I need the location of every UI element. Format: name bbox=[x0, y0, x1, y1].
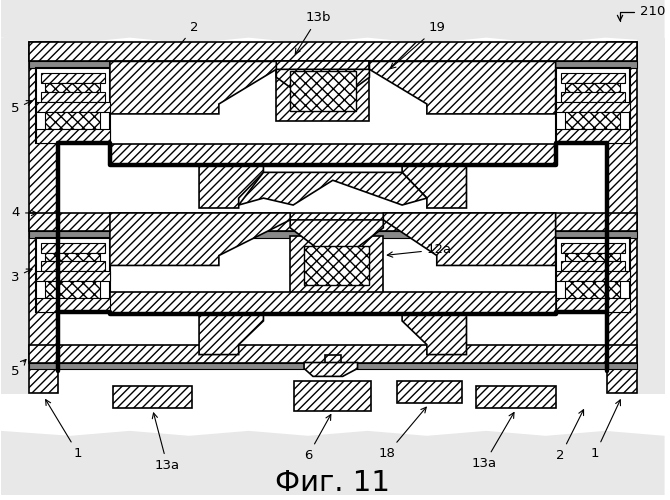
Bar bbox=[41, 74, 105, 83]
Bar bbox=[325, 354, 341, 364]
Text: 5: 5 bbox=[11, 100, 32, 116]
Bar bbox=[29, 62, 637, 68]
Polygon shape bbox=[402, 166, 466, 208]
Text: 12a: 12a bbox=[387, 243, 452, 257]
Bar bbox=[561, 262, 625, 272]
Polygon shape bbox=[199, 166, 263, 208]
Text: 4: 4 bbox=[11, 206, 37, 220]
Text: 5: 5 bbox=[11, 360, 26, 378]
Bar bbox=[304, 246, 369, 286]
Bar bbox=[36, 298, 110, 312]
Text: 19: 19 bbox=[390, 21, 445, 68]
Polygon shape bbox=[1, 99, 33, 376]
Text: 210: 210 bbox=[617, 6, 665, 20]
Bar bbox=[561, 92, 625, 102]
Bar bbox=[276, 62, 369, 121]
Polygon shape bbox=[110, 213, 290, 266]
Bar bbox=[29, 344, 637, 362]
Text: 13a: 13a bbox=[472, 412, 514, 470]
Bar bbox=[476, 386, 555, 408]
Text: 13a: 13a bbox=[152, 413, 180, 472]
Bar bbox=[44, 252, 100, 262]
Bar bbox=[36, 68, 110, 142]
Bar bbox=[44, 112, 100, 129]
Text: 1: 1 bbox=[591, 400, 620, 460]
Polygon shape bbox=[276, 70, 369, 104]
Bar bbox=[44, 282, 100, 298]
Bar bbox=[41, 92, 105, 102]
Bar bbox=[555, 68, 630, 142]
Bar bbox=[290, 236, 383, 295]
Polygon shape bbox=[304, 362, 358, 376]
Polygon shape bbox=[633, 99, 665, 376]
Polygon shape bbox=[239, 172, 427, 205]
Bar bbox=[41, 242, 105, 252]
Bar bbox=[565, 282, 620, 298]
Text: 1: 1 bbox=[46, 400, 82, 460]
Text: 2: 2 bbox=[556, 410, 584, 462]
Bar bbox=[555, 102, 630, 112]
Polygon shape bbox=[290, 220, 383, 256]
Text: 3: 3 bbox=[11, 269, 32, 284]
Bar bbox=[555, 238, 630, 312]
Bar bbox=[36, 272, 110, 281]
Bar bbox=[565, 252, 620, 262]
Bar bbox=[110, 144, 555, 166]
Bar bbox=[29, 42, 637, 62]
Polygon shape bbox=[1, 38, 29, 394]
Bar bbox=[555, 298, 630, 312]
Polygon shape bbox=[110, 62, 276, 114]
Polygon shape bbox=[402, 314, 466, 354]
Bar bbox=[607, 42, 637, 393]
Polygon shape bbox=[369, 62, 555, 114]
Bar bbox=[29, 362, 637, 370]
Bar bbox=[36, 102, 110, 112]
Bar bbox=[294, 382, 371, 411]
Bar bbox=[29, 231, 637, 237]
Bar bbox=[561, 74, 625, 83]
Polygon shape bbox=[1, 431, 665, 495]
Polygon shape bbox=[199, 314, 263, 354]
Bar bbox=[110, 292, 555, 314]
Text: 18: 18 bbox=[379, 407, 426, 460]
Text: Фиг. 11: Фиг. 11 bbox=[275, 470, 390, 498]
Bar bbox=[290, 72, 356, 111]
Polygon shape bbox=[1, 0, 665, 44]
Bar bbox=[29, 213, 637, 231]
Text: 6: 6 bbox=[304, 414, 331, 462]
Bar bbox=[36, 238, 110, 312]
Text: 2: 2 bbox=[176, 21, 198, 50]
Bar bbox=[113, 386, 192, 408]
Bar bbox=[555, 272, 630, 281]
Bar bbox=[565, 112, 620, 129]
Text: 13b: 13b bbox=[295, 12, 331, 54]
Bar bbox=[561, 242, 625, 252]
Bar bbox=[44, 83, 100, 92]
Bar bbox=[41, 262, 105, 272]
Bar bbox=[565, 83, 620, 92]
Bar bbox=[29, 42, 58, 393]
Bar bbox=[397, 382, 462, 403]
Polygon shape bbox=[383, 213, 555, 266]
Bar bbox=[36, 129, 110, 142]
Polygon shape bbox=[637, 38, 665, 394]
Bar bbox=[555, 129, 630, 142]
